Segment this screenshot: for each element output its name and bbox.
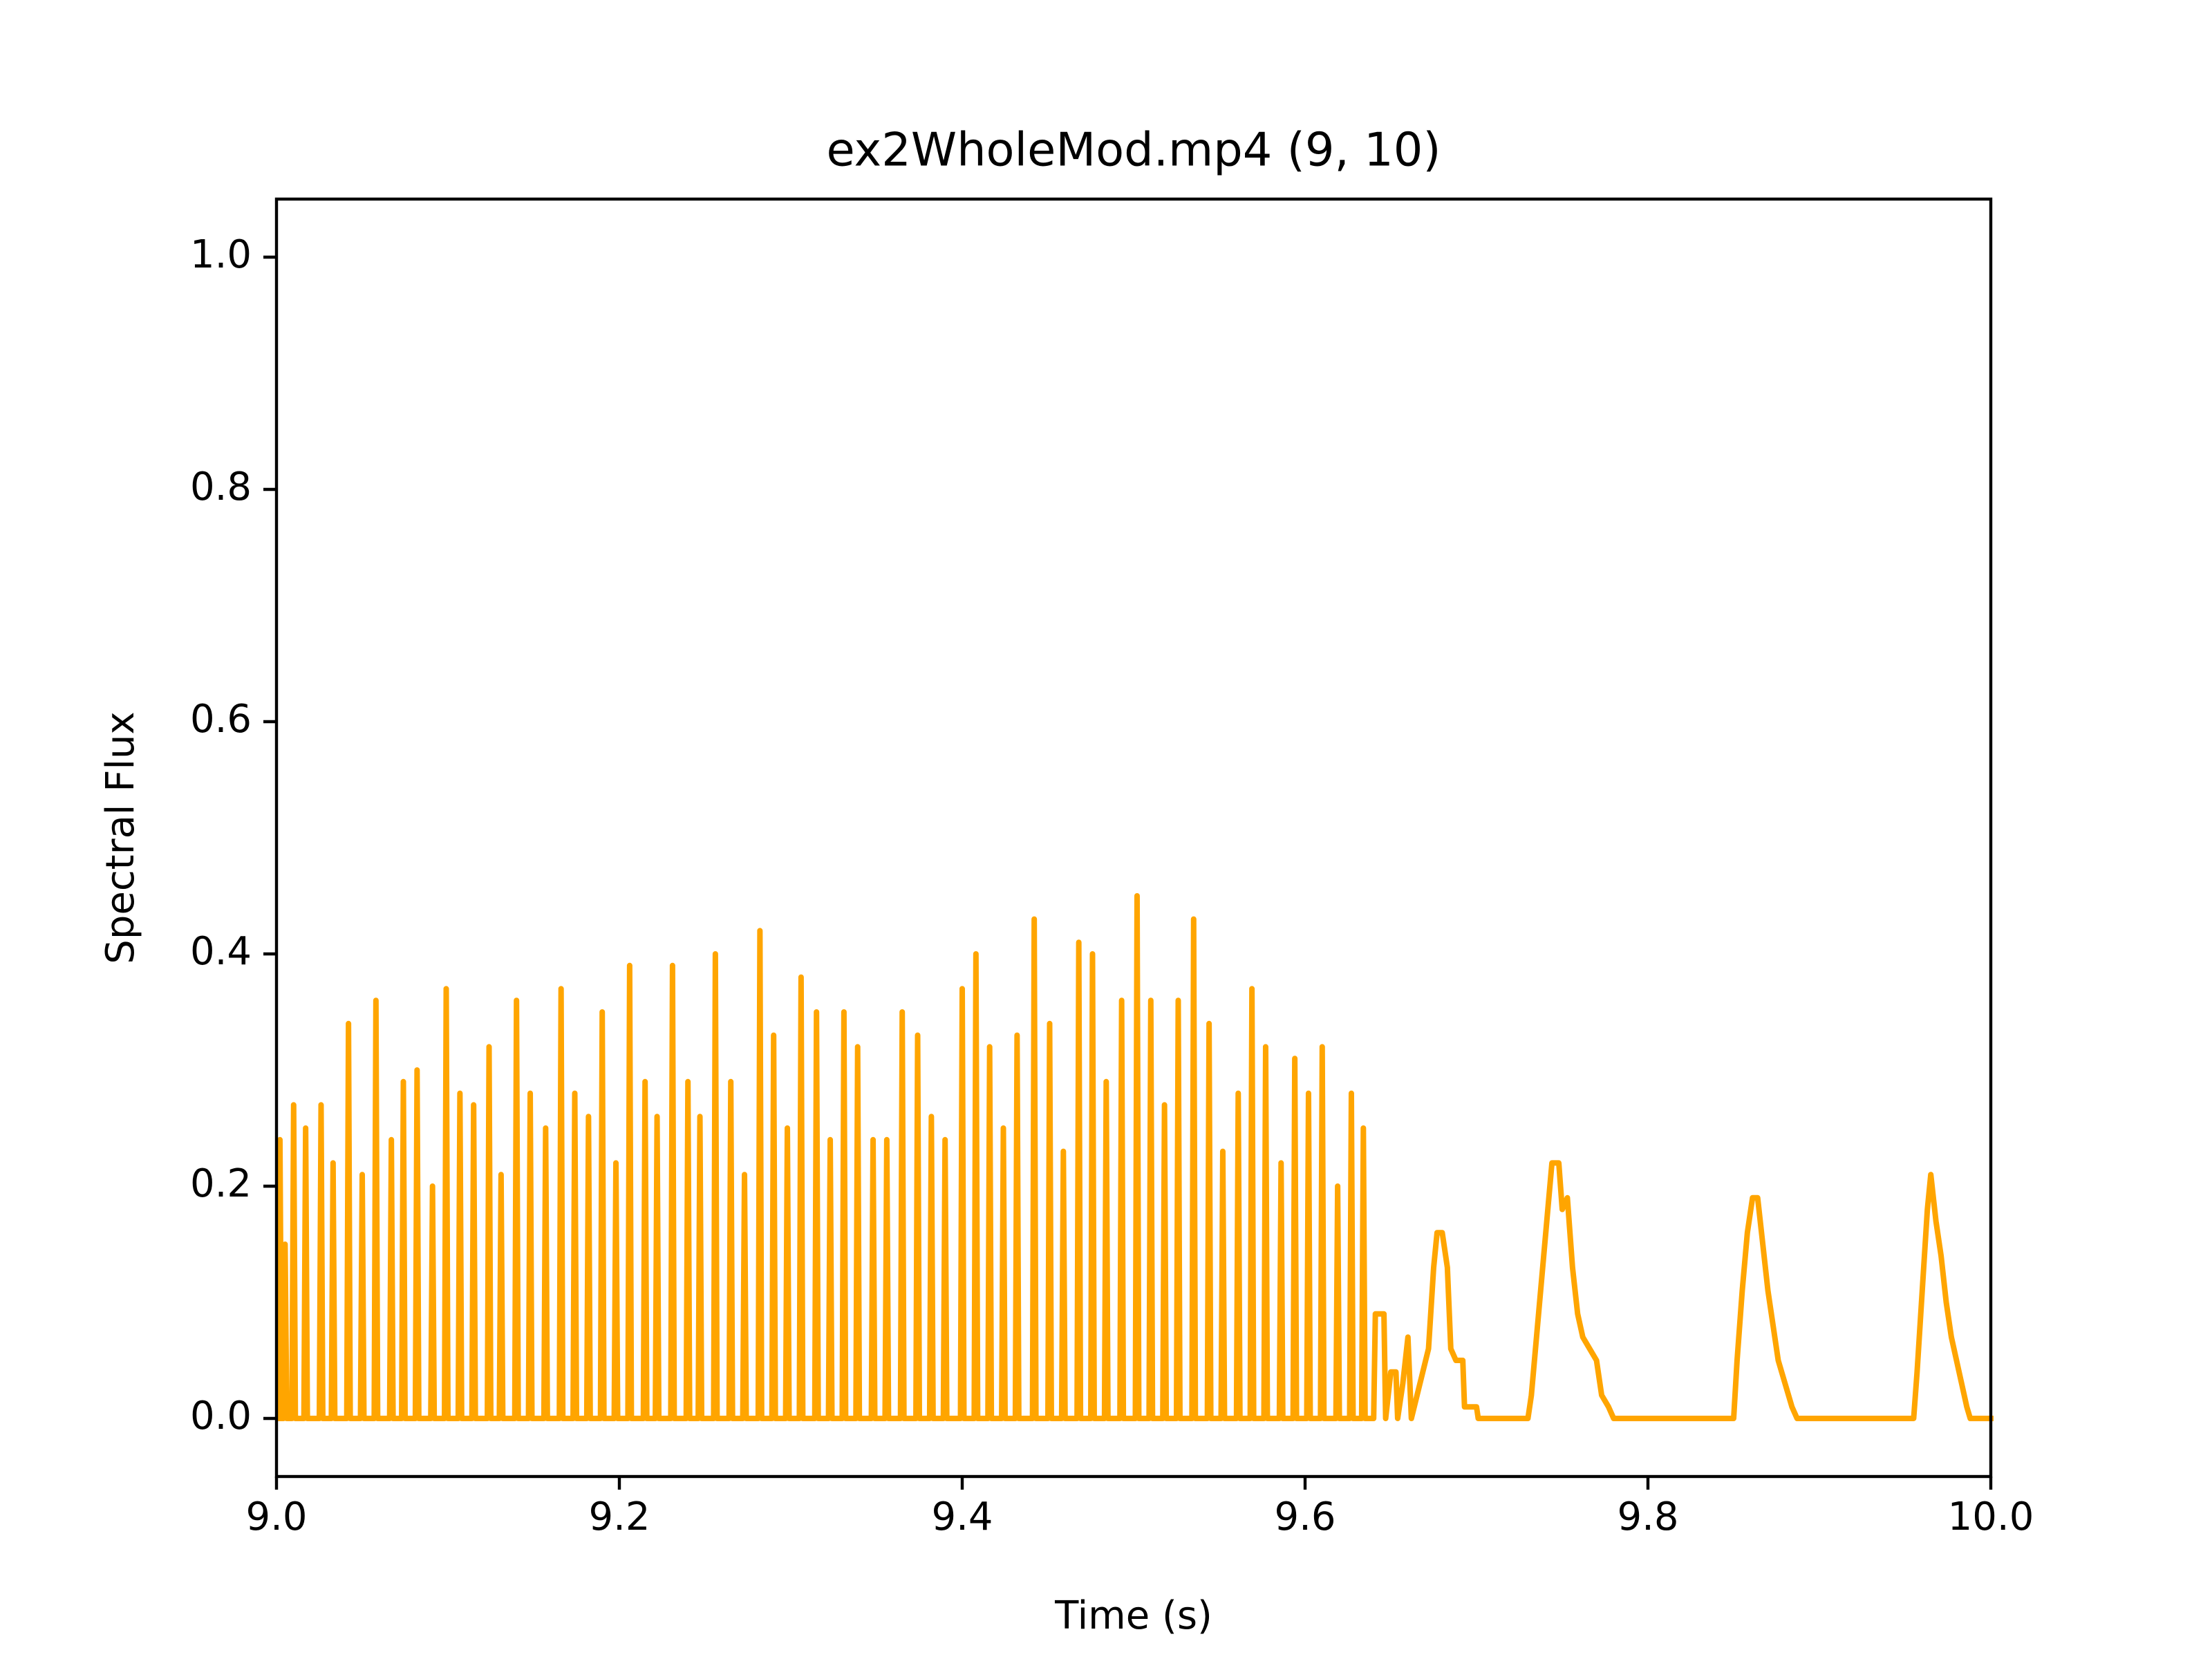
x-tick-label: 9.2 [588,1494,650,1539]
x-tick-label: 9.0 [245,1494,307,1539]
x-axis-label: Time (s) [1054,1593,1212,1638]
data-line [275,893,1994,1422]
y-tick-label: 0.0 [190,1394,252,1438]
y-tick-label: 0.2 [190,1161,252,1206]
x-tick-label: 10.0 [1948,1494,2034,1539]
x-tick-label: 9.6 [1274,1494,1335,1539]
y-tick-label: 0.6 [190,697,252,742]
y-tick-label: 1.0 [190,232,252,277]
plot-frame [274,197,1993,1479]
x-tick-label: 9.8 [1617,1494,1678,1539]
y-tick-label: 0.4 [190,929,252,974]
chart-title: ex2WholeMod.mp4 (9, 10) [827,123,1441,177]
x-tick-label: 9.4 [931,1494,993,1539]
y-axis-label: Spectral Flux [98,711,143,964]
y-tick-label: 0.8 [190,465,252,509]
